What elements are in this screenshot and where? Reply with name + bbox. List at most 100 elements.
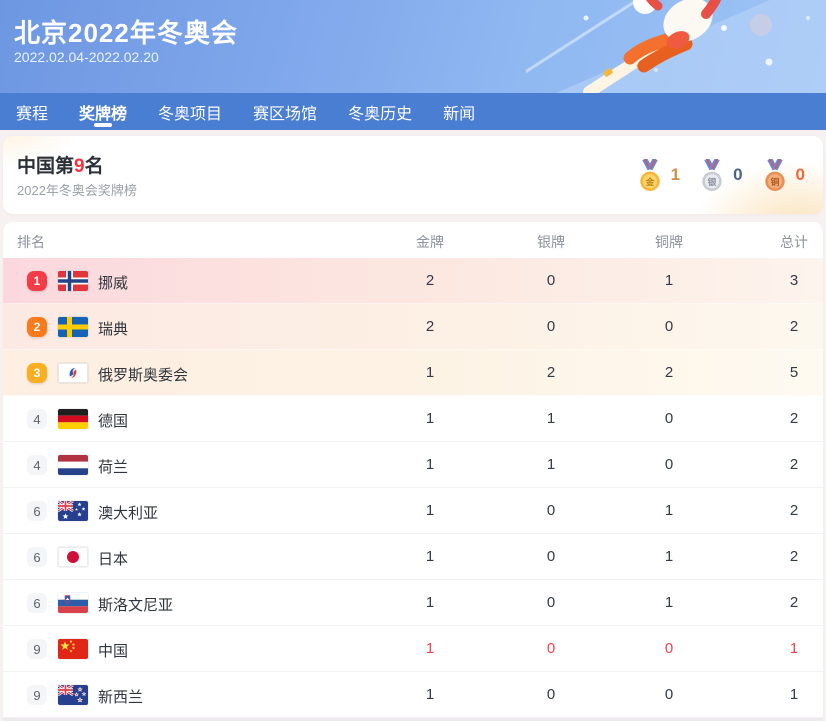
- silver-count: 0: [546, 502, 556, 519]
- silver-medal-stat: 银 0: [698, 158, 743, 192]
- bronze-medal-stat: 铜 0: [761, 158, 805, 192]
- gold-count: 1: [425, 640, 435, 657]
- total-count: 1: [789, 640, 799, 657]
- table-row[interactable]: 6 日本 1 0 1 2: [3, 534, 823, 580]
- total-count: 2: [789, 594, 799, 611]
- header-gold: 金牌: [416, 234, 444, 250]
- silver-count: 0: [546, 272, 556, 289]
- rank-chip: 4: [27, 409, 47, 429]
- rank-chip: 6: [27, 547, 47, 567]
- silver-count: 1: [546, 410, 556, 427]
- nav-tab-news[interactable]: 新闻: [438, 93, 480, 130]
- page-header: 北京2022年冬奥会 2022.02.04-2022.02.20: [0, 0, 826, 93]
- active-tab-indicator: [94, 123, 113, 127]
- silver-count: 0: [546, 640, 556, 657]
- japan-flag-icon: [58, 547, 88, 567]
- gold-count: 1: [425, 548, 435, 565]
- gold-count: 1: [425, 456, 435, 473]
- nav-tab-label: 新闻: [443, 105, 476, 123]
- rank-number: 9: [74, 156, 85, 177]
- total-count: 2: [789, 410, 799, 427]
- table-row[interactable]: 4 荷兰 1 1 0 2: [3, 442, 823, 488]
- silver-count: 0: [546, 686, 556, 703]
- new-zealand-flag-icon: [58, 685, 88, 705]
- medal-table-body: 1 挪威 2 0 1 3 2 瑞典 2 0 0 2 3 俄罗斯奥委会 1 2 2 5 4 德国 1 1 0 2 4 荷兰 1 1…: [3, 258, 823, 718]
- nav-tab-label: 冬奥历史: [348, 105, 413, 123]
- total-count: 3: [789, 272, 799, 289]
- table-row[interactable]: 6 斯洛文尼亚 1 0 1 2: [3, 580, 823, 626]
- bronze-count: 0: [664, 410, 674, 427]
- roc-flag-icon: [58, 363, 88, 383]
- table-row[interactable]: 6 澳大利亚 1 0 1 2: [3, 488, 823, 534]
- summary-subtitle: 2022年冬奥会奖牌榜: [17, 183, 137, 198]
- silver-count: 1: [546, 456, 556, 473]
- nav-tab-label: 奖牌榜: [79, 105, 128, 123]
- sweden-flag-icon: [58, 317, 88, 337]
- rank-chip: 9: [27, 639, 47, 659]
- country-name: 瑞典: [98, 321, 129, 338]
- silver-count: 0: [546, 548, 556, 565]
- country-name: 日本: [98, 551, 129, 568]
- netherlands-flag-icon: [58, 455, 88, 475]
- summary-medals: 金 1 银 0 铜 0: [636, 136, 805, 214]
- snowboarder-illustration: [526, 0, 826, 93]
- total-count: 1: [789, 686, 799, 703]
- nav-tab-schedule[interactable]: 赛程: [11, 93, 53, 130]
- table-row[interactable]: 9 新西兰 1 0 0 1: [3, 672, 823, 718]
- bronze-count: 1: [664, 594, 674, 611]
- country-name: 俄罗斯奥委会: [98, 367, 189, 384]
- nav-tabs: 赛程 奖牌榜 冬奥项目 赛区场馆 冬奥历史 新闻: [0, 93, 826, 130]
- silver-count: 0: [546, 594, 556, 611]
- bronze-count: 0: [664, 686, 674, 703]
- nav-tab-venues[interactable]: 赛区场馆: [248, 93, 322, 130]
- bronze-medal-total: 0: [795, 165, 805, 184]
- gold-medal-stat: 金 1: [636, 158, 680, 192]
- china-rank-summary-card: 中国第9名 2022年冬奥会奖牌榜 金 1 银 0 铜 0: [3, 136, 823, 214]
- total-count: 2: [789, 548, 799, 565]
- table-row[interactable]: 2 瑞典 2 0 0 2: [3, 304, 823, 350]
- gold-count: 1: [425, 594, 435, 611]
- gold-count: 2: [425, 272, 435, 289]
- medal-table: 排名 金牌 银牌 铜牌 总计 1 挪威 2 0 1 3 2 瑞典 2 0 0 2 3 俄罗斯奥委会 1…: [3, 222, 823, 718]
- nav-tab-label: 赛程: [16, 105, 49, 123]
- silver-medal-icon: 银: [702, 158, 722, 191]
- svg-text:银: 银: [708, 175, 717, 186]
- rank-title-suffix: 名: [84, 156, 104, 177]
- slovenia-flag-icon: [58, 593, 88, 613]
- germany-flag-icon: [58, 409, 88, 429]
- gold-count: 1: [425, 364, 435, 381]
- header-bronze: 铜牌: [655, 234, 683, 250]
- bronze-count: 0: [664, 318, 674, 335]
- country-name: 荷兰: [98, 459, 129, 476]
- rank-chip: 9: [27, 685, 47, 705]
- silver-medal-total: 0: [733, 165, 743, 184]
- gold-count: 2: [425, 318, 435, 335]
- norway-flag-icon: [58, 271, 88, 291]
- total-count: 5: [789, 364, 799, 381]
- nav-tab-medals[interactable]: 奖牌榜: [74, 93, 132, 130]
- table-row[interactable]: 4 德国 1 1 0 2: [3, 396, 823, 442]
- country-name: 斯洛文尼亚: [98, 597, 174, 614]
- table-row[interactable]: 9 中国 1 0 0 1: [3, 626, 823, 672]
- medal-table-header: 排名 金牌 银牌 铜牌 总计: [3, 222, 823, 258]
- event-dates: 2022.02.04-2022.02.20: [14, 49, 159, 65]
- next-row-clipped: [3, 718, 823, 721]
- australia-flag-icon: [58, 501, 88, 521]
- nav-tab-label: 冬奥项目: [158, 105, 223, 123]
- bronze-count: 1: [664, 502, 674, 519]
- gold-count: 1: [425, 502, 435, 519]
- table-row[interactable]: 3 俄罗斯奥委会 1 2 2 5: [3, 350, 823, 396]
- rank-chip: 4: [27, 455, 47, 475]
- nav-tab-events[interactable]: 冬奥项目: [153, 93, 227, 130]
- svg-text:铜: 铜: [770, 175, 779, 186]
- bronze-count: 0: [664, 456, 674, 473]
- table-row[interactable]: 1 挪威 2 0 1 3: [3, 258, 823, 304]
- rank-chip: 6: [27, 501, 47, 521]
- rank-badge: 2: [27, 317, 47, 337]
- bronze-medal-icon: 铜: [764, 158, 785, 191]
- gold-count: 1: [425, 686, 435, 703]
- bronze-count: 1: [664, 548, 674, 565]
- bronze-count: 0: [664, 640, 674, 657]
- page-title: 北京2022年冬奥会: [14, 18, 238, 48]
- nav-tab-history[interactable]: 冬奥历史: [343, 93, 417, 130]
